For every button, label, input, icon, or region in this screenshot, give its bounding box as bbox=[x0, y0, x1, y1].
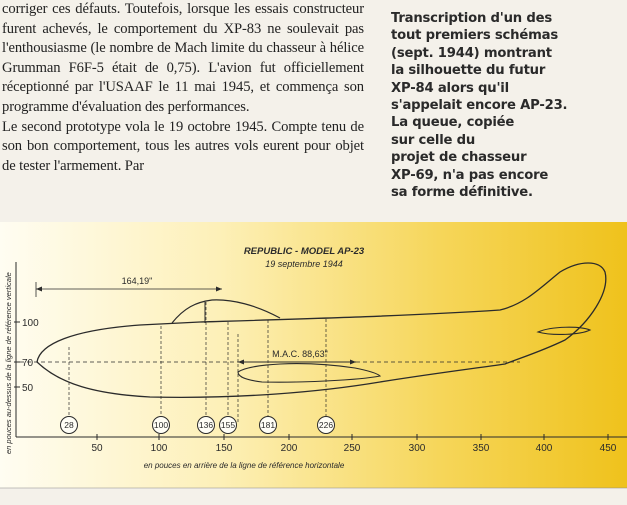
station-marker bbox=[60, 416, 78, 434]
x-tick-label: 100 bbox=[151, 443, 168, 454]
diagram-date: 19 septembre 1944 bbox=[265, 259, 343, 269]
y-tick-label: 70 bbox=[22, 358, 34, 369]
x-tick-label: 50 bbox=[91, 443, 103, 454]
caption-line: s'appelait encore AP-23. bbox=[391, 98, 568, 114]
x-tick-label: 150 bbox=[216, 443, 233, 454]
station-marker bbox=[219, 416, 237, 434]
mac-label: M.A.C. 88,63" bbox=[272, 349, 328, 359]
station-marker bbox=[197, 416, 215, 434]
caption-line: sur celle du bbox=[391, 132, 476, 148]
wing-section bbox=[237, 363, 382, 383]
article-text: corriger ces défauts. Toutefois, lorsque… bbox=[2, 0, 364, 176]
station-marker bbox=[317, 416, 335, 434]
caption-line: Transcription d'un des bbox=[391, 11, 553, 26]
station-label: 100 bbox=[154, 420, 168, 430]
article-paragraph: corriger ces défauts. Toutefois, lorsque… bbox=[2, 1, 364, 115]
x-axis-label: en pouces en arrière de la ligne de réfé… bbox=[144, 461, 345, 470]
y-tick-label: 50 bbox=[22, 383, 34, 394]
y-axis-label: en pouces au-dessus de la ligne de référ… bbox=[4, 272, 13, 454]
horizontal-tail bbox=[536, 326, 592, 335]
station-label: 155 bbox=[221, 420, 235, 430]
diagram-background bbox=[0, 222, 627, 488]
canopy-outline bbox=[171, 299, 281, 324]
caption-line: XP-69, n'a pas encore bbox=[391, 167, 549, 183]
x-tick-label: 400 bbox=[536, 443, 553, 454]
diagram-title: REPUBLIC - MODEL AP-23 bbox=[244, 246, 365, 257]
caption-line: sa forme définitive. bbox=[391, 185, 533, 201]
caption-line: La queue, copiée bbox=[391, 115, 515, 131]
station-label: 28 bbox=[64, 420, 74, 430]
figure-caption: Transcription d'un des tout premiers sch… bbox=[391, 10, 623, 201]
caption-line: la silhouette du futur bbox=[391, 63, 546, 79]
article-paragraph: Le second prototype vola le 19 octobre 1… bbox=[2, 118, 364, 174]
x-tick-label: 250 bbox=[344, 443, 361, 454]
aircraft-diagram: 100 70 50 en pouces au-dessus de la lign… bbox=[0, 222, 627, 500]
caption-line: (sept. 1944) montrant bbox=[391, 45, 552, 61]
caption-line: projet de chasseur bbox=[391, 150, 527, 166]
caption-line: tout premiers schémas bbox=[391, 28, 558, 44]
station-label: 181 bbox=[261, 420, 275, 430]
aircraft-diagram-svg: 100 70 50 en pouces au-dessus de la lign… bbox=[0, 222, 627, 489]
caption-line: XP-84 alors qu'il bbox=[391, 80, 509, 96]
x-tick-label: 350 bbox=[473, 443, 490, 454]
x-tick-label: 200 bbox=[281, 443, 298, 454]
station-label: 226 bbox=[319, 420, 333, 430]
station-label: 136 bbox=[199, 420, 213, 430]
y-tick-label: 100 bbox=[22, 318, 39, 329]
length-dimension-label: 164,19" bbox=[122, 276, 153, 286]
x-tick-label: 300 bbox=[409, 443, 426, 454]
x-tick-label: 450 bbox=[600, 443, 617, 454]
station-marker bbox=[152, 416, 170, 434]
fuselage-outline bbox=[36, 262, 607, 398]
station-marker bbox=[259, 416, 277, 434]
